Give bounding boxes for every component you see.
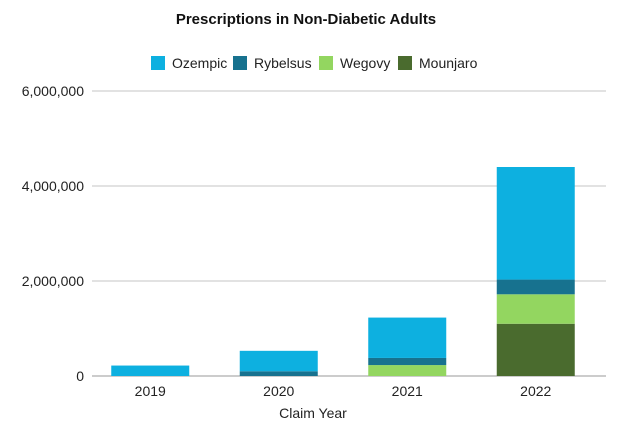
legend-swatch-rybelsus (233, 56, 247, 70)
chart-title: Prescriptions in Non-Diabetic Adults (176, 11, 436, 28)
legend-swatch-ozempic (151, 56, 165, 70)
legend-swatch-wegovy (319, 56, 333, 70)
bar-ozempic-2021 (368, 317, 447, 358)
x-tick-label: 2021 (392, 383, 423, 399)
bar-wegovy-2021 (368, 365, 447, 376)
y-tick-label: 2,000,000 (22, 273, 84, 289)
bar-ozempic-2022 (496, 167, 575, 280)
legend-label-ozempic: Ozempic (172, 55, 227, 71)
bar-ozempic-2020 (239, 350, 318, 372)
x-tick-label: 2019 (135, 383, 166, 399)
legend-item-ozempic: Ozempic (151, 55, 227, 71)
bar-mounjaro-2022 (496, 323, 575, 376)
bar-ozempic-2019 (111, 365, 190, 376)
y-tick-label: 6,000,000 (22, 83, 84, 99)
x-tick-label: 2022 (520, 383, 551, 399)
legend-swatch-mounjaro (398, 56, 412, 70)
x-axis-label: Claim Year (279, 405, 347, 421)
x-tick-label: 2020 (263, 383, 294, 399)
x-axis: 2019 2020 2021 2022 (135, 383, 552, 399)
legend-label-wegovy: Wegovy (340, 55, 390, 71)
y-tick-label: 4,000,000 (22, 178, 84, 194)
legend-item-wegovy: Wegovy (319, 55, 390, 71)
y-axis: 0 2,000,000 4,000,000 6,000,000 (22, 83, 85, 384)
bars (111, 167, 575, 376)
legend-label-rybelsus: Rybelsus (254, 55, 312, 71)
bar-rybelsus-2021 (368, 357, 447, 366)
bar-wegovy-2022 (496, 294, 575, 324)
bar-rybelsus-2020 (239, 371, 318, 376)
legend-item-mounjaro: Mounjaro (398, 55, 478, 71)
bar-rybelsus-2022 (496, 279, 575, 295)
y-tick-label: 0 (76, 368, 84, 384)
legend: Ozempic Rybelsus Wegovy Mounjaro (151, 55, 478, 71)
legend-item-rybelsus: Rybelsus (233, 55, 312, 71)
legend-label-mounjaro: Mounjaro (419, 55, 478, 71)
